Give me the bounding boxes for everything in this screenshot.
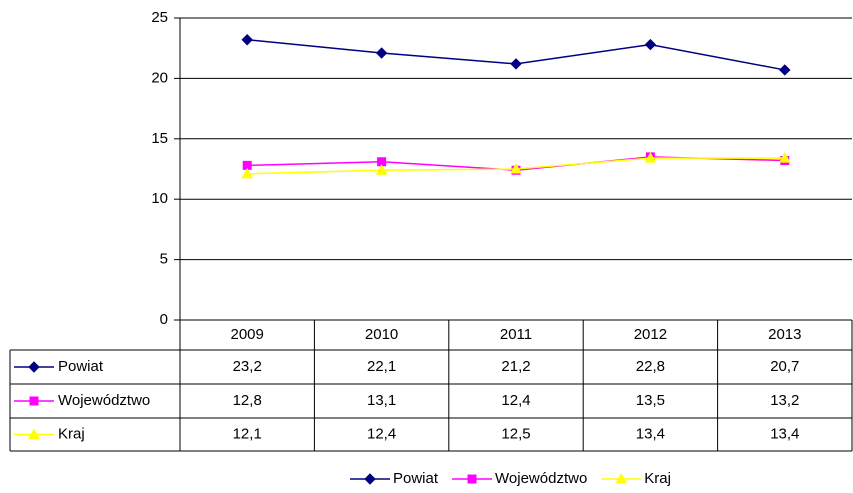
table-value: 13,2 [770,392,799,409]
legend-marker [364,473,376,485]
table-value: 12,1 [233,425,262,442]
legend-marker [29,396,39,406]
data-point [510,58,522,70]
x-tick-label: 2010 [365,326,398,343]
row-label: Powiat [58,358,104,375]
data-point [375,47,388,59]
table-value: 12,4 [367,425,396,442]
data-point [644,152,657,163]
legend-marker [28,428,40,439]
y-tick-label: 20 [151,69,168,86]
data-point [375,164,388,175]
table-value: 12,5 [501,425,530,442]
legend-marker [28,361,40,373]
table-value: 13,4 [770,425,799,442]
y-tick-label: 10 [151,190,168,207]
table-value: 13,5 [636,392,665,409]
x-tick-label: 2012 [634,326,667,343]
table-value: 13,1 [367,392,396,409]
legend-label: Kraj [644,470,671,487]
table-value: 12,8 [233,392,262,409]
y-tick-label: 15 [151,130,168,147]
table-value: 23,2 [233,358,262,375]
data-point [241,167,254,179]
table-value: 12,4 [501,392,530,409]
data-point [241,34,253,46]
legend-label: Powiat [393,470,439,487]
legend-label: Województwo [495,470,587,487]
row-label: Województwo [58,392,150,409]
x-tick-label: 2009 [231,326,264,343]
legend-marker [615,472,628,484]
table-value: 13,4 [636,425,665,442]
data-point [510,162,522,174]
legend-marker [467,474,477,484]
data-point [779,64,791,76]
y-tick-label: 5 [160,251,168,268]
data-point [778,152,791,163]
x-tick-label: 2013 [768,326,801,343]
row-label: Kraj [58,425,85,442]
table-value: 20,7 [770,358,799,375]
y-tick-label: 0 [160,311,168,328]
data-point [242,160,252,170]
y-tick-label: 25 [151,9,168,26]
table-value: 21,2 [501,358,530,375]
table-value: 22,1 [367,358,396,375]
x-tick-label: 2011 [500,326,532,343]
table-value: 22,8 [636,358,665,375]
data-point [377,157,387,167]
data-point [644,38,657,51]
